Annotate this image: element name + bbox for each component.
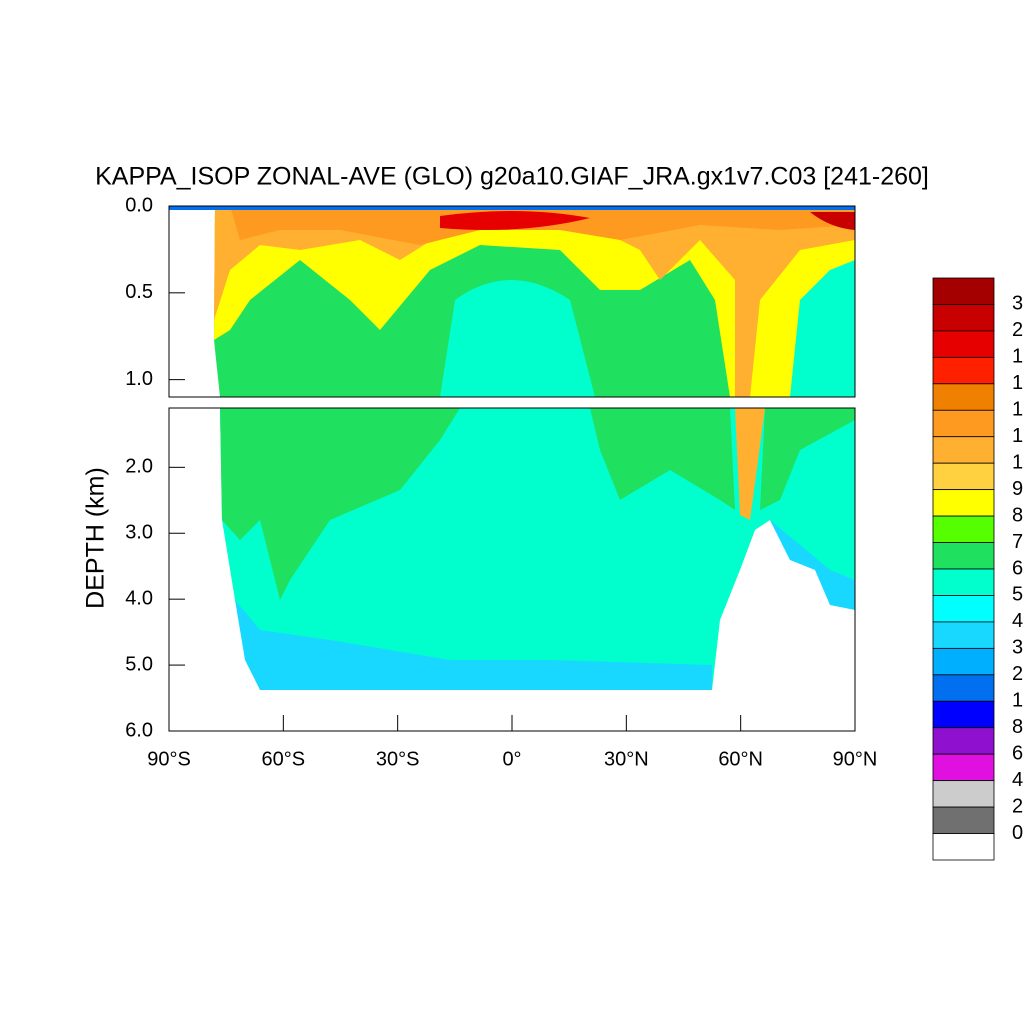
colorbar-box <box>932 647 995 676</box>
upper-field <box>169 206 855 397</box>
colorbar-label: 6 <box>1012 557 1023 579</box>
colorbar-box <box>932 356 995 385</box>
colorbar-label: 7 <box>1012 531 1023 553</box>
upper-frame <box>168 205 856 398</box>
colorbar-box <box>932 621 995 649</box>
colorbar-label: 2 <box>1012 795 1023 817</box>
colorbar-label: 1 <box>1012 425 1023 447</box>
x-tick-label: 0° <box>502 748 521 770</box>
colorbar-box <box>932 409 995 438</box>
colorbar-box <box>932 383 995 411</box>
colorbar-box <box>932 330 995 358</box>
colorbar-box <box>932 806 995 834</box>
y-tick-label: 5.0 <box>125 653 153 675</box>
colorbar-box <box>932 753 995 782</box>
colorbar-box <box>932 595 995 623</box>
colorbar-label: 8 <box>1012 504 1023 526</box>
colorbar-label: 9 <box>1012 478 1023 500</box>
colorbar-box <box>932 277 995 305</box>
x-tick-label: 30°S <box>376 748 420 770</box>
colorbar-label: 1 <box>1012 399 1023 421</box>
colorbar-box <box>932 304 995 332</box>
y-tick-label: 1.0 <box>125 368 153 390</box>
colorbar-box <box>932 436 995 464</box>
colorbar-label: 1 <box>1012 346 1023 368</box>
x-tick-label: 30°N <box>604 748 649 770</box>
colorbar-label: 5 <box>1012 584 1023 606</box>
colorbar-box <box>932 489 995 517</box>
colorbar-label: 4 <box>1012 610 1023 632</box>
colorbar-box <box>932 542 995 570</box>
colorbar-box <box>932 674 995 702</box>
colorbar-label: 0 <box>1012 822 1023 844</box>
colorbar-label: 8 <box>1012 716 1023 738</box>
colorbar-box <box>932 462 995 491</box>
colorbar-label: 6 <box>1012 742 1023 764</box>
colorbar-label: 2 <box>1012 319 1023 341</box>
colorbar-label: 1 <box>1012 451 1023 473</box>
colorbar-box <box>932 727 995 755</box>
colorbar-label: 1 <box>1012 372 1023 394</box>
x-tick-label: 60°S <box>262 748 306 770</box>
y-tick-label: 4.0 <box>125 587 153 609</box>
colorbar-label: 2 <box>1012 663 1023 685</box>
colorbar-label: 3 <box>1012 637 1023 659</box>
x-tick-label: 60°N <box>718 748 763 770</box>
y-tick-label: 6.0 <box>125 719 153 741</box>
y-tick-label: 2.0 <box>125 456 153 478</box>
y-tick-label: 0.0 <box>125 194 153 216</box>
colorbar-label: 3 <box>1012 293 1023 315</box>
y-axis-label: DEPTH (km) <box>82 467 110 609</box>
colorbar-label: 1 <box>1012 690 1023 712</box>
x-tick-label: 90°S <box>147 748 191 770</box>
colorbar-label: 4 <box>1012 769 1023 791</box>
colorbar-box <box>932 700 995 729</box>
lower-field <box>220 408 855 690</box>
colorbar-box <box>932 568 995 596</box>
colorbar-box <box>932 780 995 808</box>
colorbar-box <box>932 515 995 543</box>
chart-title: KAPPA_ISOP ZONAL-AVE (GLO) g20a10.GIAF_J… <box>95 163 929 191</box>
x-tick-label: 90°N <box>833 748 878 770</box>
y-tick-label: 3.0 <box>125 522 153 544</box>
colorbar-box <box>932 833 995 861</box>
y-tick-label: 0.5 <box>125 281 153 303</box>
